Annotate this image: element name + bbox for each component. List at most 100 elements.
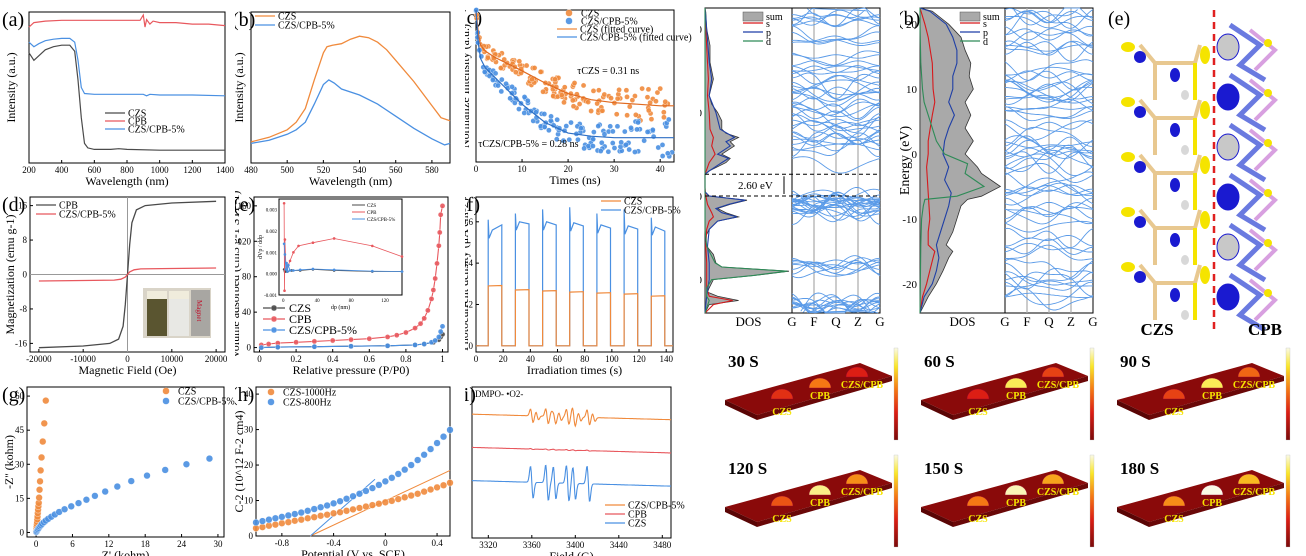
band-line [1004,206,1094,225]
sample-label: CPB [1006,498,1026,509]
legend-item-swatch [162,387,170,395]
band-line [791,65,881,74]
interface-charge-lobe [1216,283,1240,311]
x-tick-label: 0 [257,354,262,364]
band-line [1004,244,1094,261]
lifetime-annotation: τCZS/CPB-5% = 0.28 ns [478,139,578,150]
sample-label: CZS [968,407,988,418]
vial-light [169,298,189,336]
x-tick-label: 0.6 [364,354,376,364]
data-point [205,454,214,463]
data-point [591,129,597,135]
x-tick-label: 12 [104,539,113,549]
band-line [791,195,881,221]
legend-item-label: CPB [59,201,78,212]
data-point [67,502,75,510]
band-line [791,120,881,132]
sample-dome [1041,366,1065,378]
x-tick-label: 1 [440,354,445,364]
data-point [507,95,513,102]
czs-bond [1138,43,1202,65]
legend-item-label: CZS/CPB-5% [278,21,335,32]
charge-depletion-lobe [1170,178,1180,192]
legend-item-label: CZS [624,197,642,208]
cpb-bond [1228,272,1267,333]
data-point [36,477,44,485]
data-point [182,460,191,468]
data-point [578,125,584,132]
data-point [561,99,567,106]
panel-label: (g) [2,384,25,406]
legend-item-label: CZS/CPB-5% [59,210,116,221]
data-point [329,509,338,517]
inset-point [283,289,286,293]
data-point [401,493,409,501]
charge-accumulation-lobe [1200,266,1210,284]
band-line [792,103,881,118]
band-line [1004,135,1094,159]
inset-y-tick-label: 0.000 [266,273,278,278]
y-tick-label: 0.2 [465,299,473,309]
data-point [575,136,581,143]
series-line-CZS [476,284,673,347]
data-point [629,97,636,103]
data-point [271,514,280,522]
band-line [1004,41,1094,56]
data-point [546,127,552,134]
cpb-bond [1248,278,1278,322]
data-point [417,320,424,327]
panel-charge-density: (e) CZS CPB [1108,8,1282,339]
data-point [271,521,280,529]
interface-charge-lobe [1216,183,1240,211]
data-point [394,495,402,503]
substrate-front [757,483,892,527]
charge-accumulation-lobe [1121,152,1135,162]
sample-label: CZS [968,514,988,525]
data-point [648,116,655,122]
data-point [446,426,454,434]
fit-curve-CZS (fitted curve) [475,9,674,107]
band-line [807,299,878,314]
cpb-bond [1228,222,1267,283]
panel-g-eis: 0 6 12 18 24 30 0 15 30 45 60 Z' (kohm) -Z'' (kohm) (… [2,384,235,556]
data-point [265,341,272,347]
data-point [349,505,357,513]
y-tick-label: 60 [15,391,25,401]
kpoint-label: G [875,314,884,329]
data-point [541,124,548,130]
band-line [1004,275,1094,286]
data-point [291,510,299,518]
data-point [654,89,661,96]
data-point [495,82,501,89]
cpb-bond [1228,72,1267,133]
magnet-block [191,290,210,336]
sample-dome [1041,473,1065,485]
data-point [323,501,331,510]
y-tick-label: 0 [20,527,25,537]
x-tick-label: 20000 [205,354,228,364]
radical-annotation: DMPO- •O2- [475,389,523,399]
charge-depletion-lobe [1134,51,1146,63]
band-line [1004,59,1094,81]
data-point [516,106,522,112]
y-tick-label: 10 [244,496,254,506]
band-line [1005,83,1094,100]
data-point [624,112,630,119]
data-point [639,85,645,92]
kpoint-label: G [1088,314,1097,329]
band-line [1004,119,1094,130]
data-point [101,487,109,496]
inset-legend-label: CZS [367,204,376,209]
sample-dome [1237,366,1261,378]
data-point [560,137,567,144]
data-point [342,507,351,515]
data-point [311,338,318,345]
data-point [37,453,46,462]
data-point [434,260,440,267]
band-line [791,264,881,271]
cpb-bond [1248,28,1278,72]
data-point [317,512,325,520]
charge-depletion-lobe [1170,233,1180,247]
dos-s-line [919,7,936,314]
thermal-frame: 90 S CZS CPB CZS/CPB [1117,347,1291,441]
